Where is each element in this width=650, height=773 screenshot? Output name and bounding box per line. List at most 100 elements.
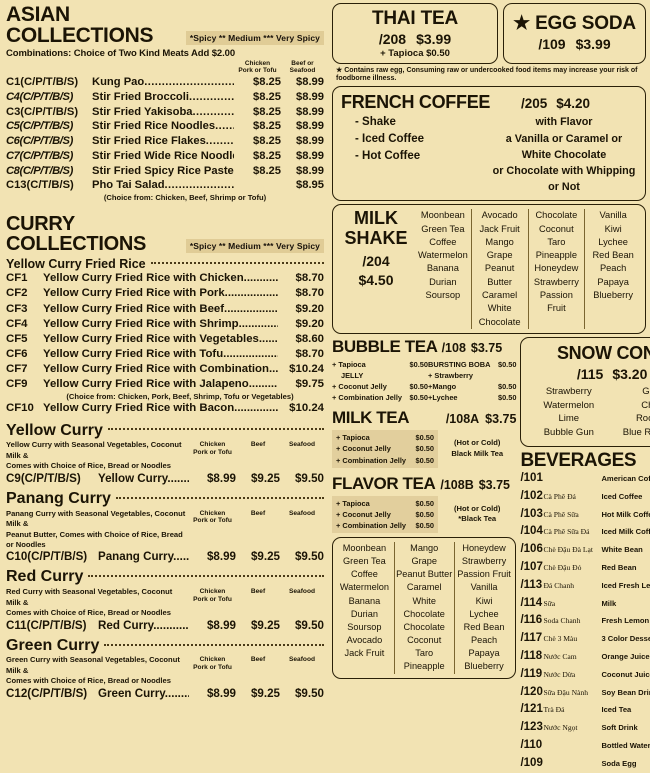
flavor-item[interactable]: Avocado [481,210,518,221]
flavor-item[interactable]: Cherry [641,399,650,411]
flavor-item[interactable]: Durian [350,608,378,619]
flavor-item[interactable]: Coconut [407,635,442,646]
flavor-item[interactable]: Watermelon [543,399,595,411]
flavor-item[interactable]: Jack Fruit [479,223,520,234]
flavor-item[interactable]: Moonbean [342,542,387,553]
french-coffee-box[interactable]: FRENCH COFFEE /205 $4.20 - Shake - Iced Co… [332,86,646,202]
flavor-item[interactable]: Red Bean [592,250,634,261]
flavor-item[interactable]: Strawberry [533,276,579,287]
flavor-item[interactable]: Coffee [350,569,378,580]
flavor-item[interactable]: Banana [426,263,459,274]
table-row[interactable]: CF9 Yellow Curry Fried Rice with Jalapeno… [6,377,324,392]
flavor-item[interactable]: Mango [485,236,514,247]
flavor-item[interactable]: Coconut [539,223,574,234]
flavor-item[interactable]: Kiwi [475,595,493,606]
addon-row[interactable]: + Tapioca $0.50 [332,359,428,370]
table-row[interactable]: C1(C/P/T/B/S) Kung Pao...................… [6,75,324,90]
flavor-item[interactable]: Vanilla [599,210,627,221]
flavor-item[interactable]: Passion Fruit [457,569,511,580]
flavor-item[interactable]: Grape [642,385,650,397]
table-row[interactable]: CF6 Yellow Curry Fried Rice with Tofu....… [6,347,324,362]
table-row[interactable]: C11(C/P/T/B/S) Red Curry.................… [6,619,324,632]
table-row[interactable]: C8(C/P/T/B/S) Stir Fried Spicy Rice Paste… [6,164,324,179]
addon-row[interactable]: + Combination Jelly $0.50 [336,520,434,531]
flavor-item[interactable]: Honeydew [462,542,506,553]
flavor-item[interactable]: Kiwi [604,223,622,234]
table-row[interactable]: CF3 Yellow Curry Fried Rice with Beef....… [6,302,324,317]
table-row[interactable]: CF4 Yellow Curry Fried Rice with Shrimp..… [6,317,324,332]
table-row[interactable]: C12(C/P/T/B/S) Green Curry...............… [6,687,324,700]
addon-row[interactable]: + Coconut Jelly $0.50 [336,509,434,520]
flavor-item[interactable]: Grape [486,250,513,261]
flavor-item[interactable]: Taro [415,648,434,659]
addon-row[interactable]: + Strawberry [428,370,516,381]
flavor-item[interactable]: Jack Fruit [344,648,385,659]
flavor-item[interactable]: Mango [410,542,439,553]
addon-row[interactable]: +Mango $0.50 [428,381,516,392]
table-row[interactable]: C3(C/P/T/B/S) Stir Fried Yakisoba........… [6,105,324,120]
snow-cone-box[interactable]: SNOW CONE /115 $3.20 Strawberry Watermelon… [520,336,650,447]
flavor-item[interactable]: Peach [599,263,627,274]
flavor-item[interactable]: Durian [429,276,457,287]
flavor-item[interactable]: White Chocolate [403,595,445,619]
flavor-item[interactable]: Lychee [598,236,628,247]
addon-row[interactable]: + Coconut Jelly $0.50 [332,381,428,392]
flavor-item[interactable]: Soursop [347,621,382,632]
flavor-item[interactable]: Chocolate [535,210,578,221]
flavor-item[interactable]: Peanut Butter [484,263,515,287]
flavor-item[interactable]: Avocado [346,635,383,646]
addon-row[interactable]: +Lychee $0.50 [428,392,516,403]
flavor-item[interactable]: Green Tea [421,223,465,234]
table-row[interactable]: CF2 Yellow Curry Fried Rice with Pork....… [6,286,324,301]
flavor-item[interactable]: Grape [411,556,437,567]
flavor-item[interactable]: Passion Fruit [539,290,573,314]
flavor-item[interactable]: Chocolate [403,621,445,632]
flavor-item[interactable]: Pineapple [403,661,445,672]
table-row[interactable]: C4(C/P/T/B/S) Stir Fried Broccoli........… [6,90,324,105]
flavor-item[interactable]: Green Tea [343,556,386,567]
table-row[interactable]: C9(C/P/T/B/S) Yellow Curry...............… [6,472,324,485]
flavor-item[interactable]: Red Bean [463,621,505,632]
flavor-item[interactable]: Blueberry [464,661,504,672]
addon-row[interactable]: + Tapioca $0.50 [336,498,434,509]
milk-shake-box[interactable]: MILK SHAKE /204 $4.50 Moonbean Green Tea C… [332,204,646,334]
flavor-item[interactable]: Papaya [468,648,500,659]
french-coffee-option[interactable]: - Hot Coffee [355,149,421,162]
flavor-item[interactable]: Blue Raspberry [622,427,650,439]
flavor-item[interactable]: Watermelon [417,250,468,261]
flavor-item[interactable]: Strawberry [461,556,507,567]
flavor-item[interactable]: Pineapple [535,250,578,261]
flavor-item[interactable]: Lychee [469,608,499,619]
flavor-tea-flavor-columns[interactable]: Moonbean Green Tea Coffee Watermelon Banana D… [332,536,517,679]
flavor-item[interactable]: Honeydew [534,263,579,274]
flavor-item[interactable]: Lime [558,413,580,425]
flavor-item[interactable]: Peach [471,635,498,646]
flavor-item[interactable]: Moonbean [420,210,465,221]
table-row[interactable]: C7(C/P/T/B/S) Stir Fried Wide Rice Noodle… [6,149,324,164]
egg-soda-box[interactable]: ★ EGG SODA /109 $3.99 [503,3,646,64]
french-coffee-option[interactable]: - Iced Coffee [355,133,425,146]
table-row[interactable]: CF5 Yellow Curry Fried Rice with Vegetabl… [6,332,324,347]
french-coffee-option[interactable]: - Shake [355,116,396,129]
flavor-item[interactable]: Bubble Gun [543,427,594,439]
flavor-item[interactable]: White Chocolate [478,303,521,327]
addon-row[interactable]: + Combination Jelly $0.50 [336,455,434,466]
flavor-item[interactable]: Vanilla [470,582,498,593]
flavor-item[interactable]: Rootbeer [635,413,650,425]
table-row[interactable]: CF1 Yellow Curry Fried Rice with Chicken.… [6,271,324,286]
flavor-item[interactable]: Banana [348,595,381,606]
